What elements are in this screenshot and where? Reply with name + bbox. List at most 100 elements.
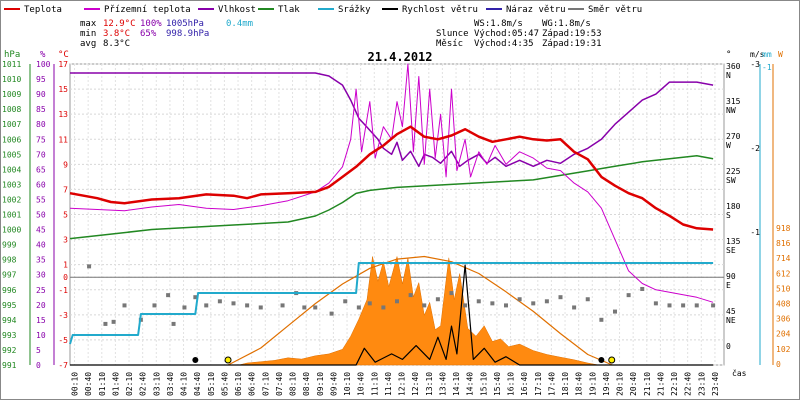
wind-speed-line bbox=[70, 264, 714, 366]
time-tick: 03:40 bbox=[166, 372, 175, 396]
humidity-tick: 85 bbox=[36, 105, 46, 114]
direction-tick: 360 bbox=[726, 62, 741, 71]
time-tick: 02:40 bbox=[139, 372, 148, 396]
time-axis-label: čas bbox=[732, 368, 747, 378]
time-tick: 09:10 bbox=[316, 372, 325, 396]
pressure-tick: 998 bbox=[2, 256, 17, 265]
pressure-tick: 1006 bbox=[2, 135, 21, 144]
humidity-tick: 0 bbox=[36, 361, 41, 370]
wind-direction-point bbox=[711, 303, 716, 308]
humidity-tick: 5 bbox=[36, 346, 41, 355]
direction-tick: 90 bbox=[726, 272, 736, 281]
radiation-tick: 510 bbox=[776, 284, 791, 293]
humidity-tick: 30 bbox=[36, 271, 46, 280]
direction-tick: 0 bbox=[726, 342, 731, 351]
time-tick: 09:40 bbox=[329, 372, 338, 396]
radiation-tick: 408 bbox=[776, 300, 791, 309]
time-tick: 23:10 bbox=[697, 372, 706, 396]
humidity-tick: 55 bbox=[36, 195, 46, 204]
stats-humidity: 100% bbox=[140, 19, 162, 29]
wind-direction-point bbox=[517, 297, 522, 302]
wind-direction-point bbox=[558, 295, 563, 300]
radiation-area bbox=[70, 256, 714, 366]
pressure-tick: 992 bbox=[2, 346, 17, 355]
wind-direction-point bbox=[544, 299, 549, 304]
humidity-line bbox=[70, 72, 714, 168]
rain-tick: -1 bbox=[762, 63, 772, 72]
time-tick: 04:10 bbox=[180, 372, 189, 396]
humidity-tick: 50 bbox=[36, 211, 46, 220]
legend-label: Přízemní teplota bbox=[104, 5, 191, 15]
radiation-tick: 204 bbox=[776, 330, 791, 339]
direction-tick: 270 bbox=[726, 132, 741, 141]
time-tick: 14:40 bbox=[466, 372, 475, 396]
wind-direction-point bbox=[572, 305, 577, 310]
temperature-tick: 15 bbox=[58, 85, 68, 94]
moonrise-marker bbox=[192, 357, 199, 363]
wind-direction-point bbox=[302, 305, 307, 310]
time-tick: 19:40 bbox=[602, 372, 611, 396]
time-tick: 08:40 bbox=[302, 372, 311, 396]
direction-tick: 180 bbox=[726, 202, 741, 211]
legend-label: Náraz větru bbox=[506, 5, 566, 15]
wind-direction-point bbox=[504, 303, 508, 308]
legend-label: Směr větru bbox=[588, 5, 642, 15]
info-sunset: Západ:19:53 bbox=[542, 29, 602, 39]
direction-tick-label: NW bbox=[726, 106, 736, 115]
pressure-tick: 1005 bbox=[2, 150, 21, 159]
direction-tick-label: NE bbox=[726, 316, 736, 325]
wind-direction-point bbox=[653, 301, 658, 306]
wind-direction-point bbox=[463, 303, 468, 308]
pressure-tick: 999 bbox=[2, 241, 17, 250]
stats-temp: 3.8°C bbox=[103, 29, 130, 39]
direction-tick: 315 bbox=[726, 97, 741, 106]
wind-direction-point bbox=[667, 303, 672, 308]
info-sun-label: Slunce bbox=[436, 29, 469, 39]
legend-label: Srážky bbox=[338, 5, 371, 15]
time-tick: 15:40 bbox=[493, 372, 502, 396]
wind-direction-point bbox=[87, 264, 92, 269]
time-tick: 16:10 bbox=[507, 372, 516, 396]
info-moonset: Západ:19:31 bbox=[542, 39, 602, 49]
time-tick: 13:10 bbox=[425, 372, 434, 396]
humidity-tick: 80 bbox=[36, 120, 46, 129]
info-ws: WS:1.8m/s bbox=[474, 19, 523, 29]
wind-direction-point bbox=[182, 305, 187, 310]
temperature-tick: 0 bbox=[63, 273, 68, 282]
wind-direction-point bbox=[367, 301, 372, 306]
chart-title: 21.4.2012 bbox=[367, 50, 432, 64]
wind-direction-point bbox=[626, 293, 631, 298]
pressure-tick: 1000 bbox=[2, 226, 21, 235]
axis-label-pct: % bbox=[40, 50, 46, 60]
time-tick: 22:40 bbox=[684, 372, 693, 396]
wind-direction-point bbox=[599, 317, 604, 322]
humidity-tick: 60 bbox=[36, 180, 46, 189]
legend-label: Rychlost větru bbox=[402, 5, 478, 15]
legend-label: Teplota bbox=[24, 5, 62, 15]
time-tick: 11:10 bbox=[370, 372, 379, 396]
wind-direction-point bbox=[356, 305, 361, 310]
pressure-tick: 1004 bbox=[2, 165, 21, 174]
time-tick: 20:10 bbox=[616, 372, 625, 396]
sunrise-marker bbox=[224, 356, 232, 364]
radiation-tick: 714 bbox=[776, 254, 791, 263]
direction-tick: 225 bbox=[726, 167, 741, 176]
time-tick: 17:10 bbox=[534, 372, 543, 396]
pressure-line bbox=[69, 155, 714, 240]
radiation-tick: 918 bbox=[776, 224, 791, 233]
pressure-tick: 991 bbox=[2, 361, 17, 370]
time-tick: 21:10 bbox=[643, 372, 652, 396]
humidity-tick: 100 bbox=[36, 60, 51, 69]
axis-label-hpa: hPa bbox=[4, 50, 20, 60]
stats-label: avg bbox=[80, 39, 96, 49]
pressure-tick: 1011 bbox=[2, 60, 21, 69]
rain-line bbox=[69, 262, 714, 345]
pressure-tick: 994 bbox=[2, 316, 17, 325]
temperature-tick: -1 bbox=[58, 286, 68, 295]
wind-direction-point bbox=[408, 293, 413, 298]
wind-direction-point bbox=[313, 305, 318, 310]
humidity-tick: 45 bbox=[36, 226, 46, 235]
radiation-tick: 816 bbox=[776, 239, 791, 248]
axis-label-dir: ° bbox=[726, 50, 731, 60]
